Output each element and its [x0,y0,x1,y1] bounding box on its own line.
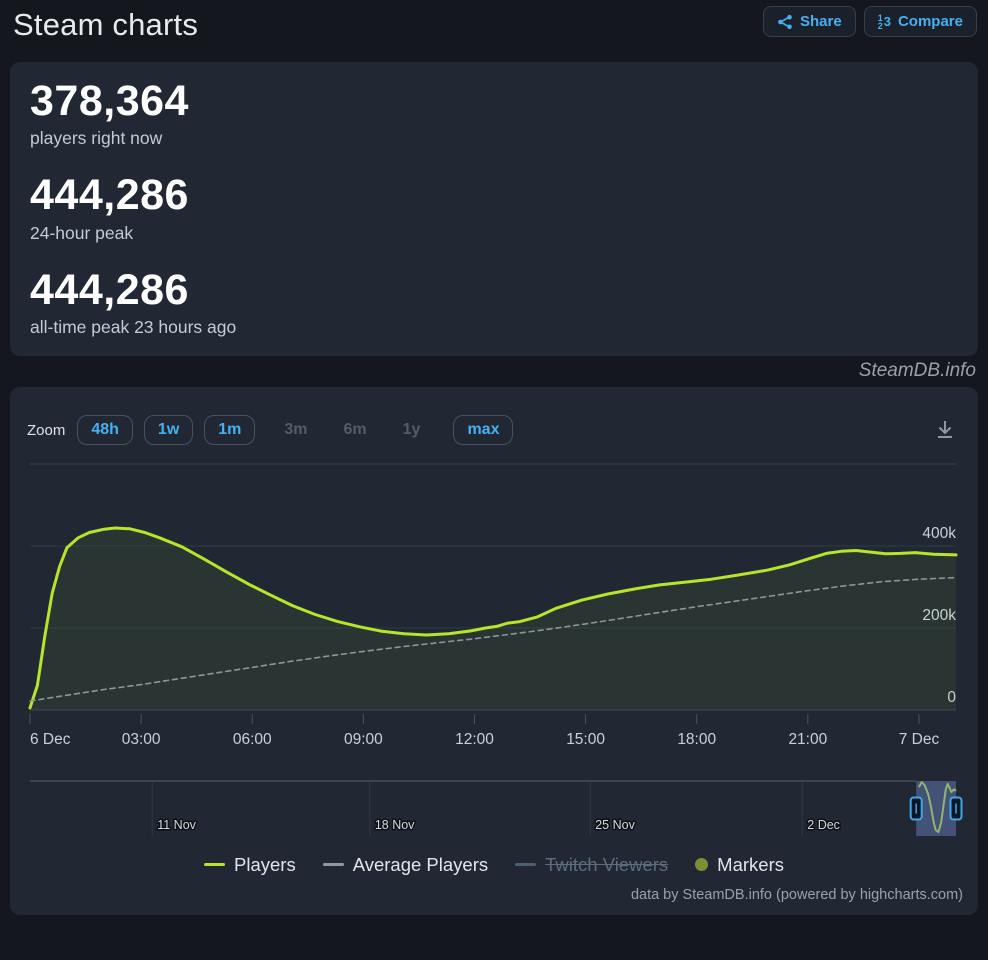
header-actions: Share 1 2 3 Compare [763,6,977,37]
legend-item-average-players[interactable]: Average Players [322,853,489,876]
navigator-axis-label: 18 Nov [375,818,415,832]
legend-twitch-viewers-label: Twitch Viewers [545,853,669,875]
24h-peak-value: 444,286 [30,171,189,220]
navigator-axis-label: 25 Nov [595,818,635,832]
range-button-1w[interactable]: 1w [143,415,194,446]
24h-peak-label: 24-hour peak [30,222,134,243]
page-header: Steam charts Share 1 2 3 [0,0,988,62]
compare-button-label: Compare [897,13,963,30]
y-axis-label: 400k [922,525,956,542]
legend-average-players-label: Average Players [352,853,489,875]
compare-icon: 1 2 3 [877,12,891,31]
legend-players-label: Players [234,853,296,875]
page-title: Steam charts [13,7,199,42]
range-button-max[interactable]: max [453,415,514,446]
alltime-peak-label: all-time peak 23 hours ago [30,316,237,337]
navigator-axis-label: 11 Nov [157,818,196,832]
stat-current-players: 378,364 players right now [30,77,958,149]
chart-credit: data by SteamDB.info (powered by highcha… [630,886,963,903]
x-axis-label: 21:00 [788,731,827,748]
zoom-label: Zoom [27,421,66,439]
range-button-6m: 6m [333,415,378,445]
x-axis-label: 03:00 [122,731,161,748]
chart-toolbar: Zoom 48h 1w 1m 3m 6m 1y max [10,387,978,449]
steam-charts-page: Steam charts Share 1 2 3 [0,0,988,915]
range-button-1m[interactable]: 1m [204,415,256,446]
stat-24h-peak: 444,286 24-hour peak [30,171,958,243]
y-axis-label: 200k [922,607,956,624]
current-players-label: players right now [30,128,163,149]
x-axis-label: 09:00 [344,731,383,748]
players-area [30,527,956,710]
range-button-1y: 1y [392,415,432,445]
y-axis-label: 0 [947,689,956,706]
steamdb-watermark: SteamDB.info [858,360,976,382]
markers-swatch [695,858,709,872]
x-axis-label: 6 Dec [30,731,71,748]
range-button-48h[interactable]: 48h [77,415,133,446]
legend-item-players[interactable]: Players [204,854,296,876]
average-players-swatch [322,863,344,867]
x-axis-label: 12:00 [455,731,494,748]
x-axis-label: 15:00 [566,731,605,748]
legend-item-markers[interactable]: Markers [695,854,784,876]
watermark-row: SteamDB.info [0,356,988,387]
share-button[interactable]: Share [763,6,856,37]
navigator-series-line [918,780,957,833]
navigator-selection[interactable] [916,780,956,836]
legend-item-twitch-viewers[interactable]: Twitch Viewers [515,854,668,876]
download-button[interactable] [929,413,961,448]
compare-button[interactable]: 1 2 3 Compare [863,6,977,37]
chart-panel: Zoom 48h 1w 1m 3m 6m 1y max 0 200k 400k 6 D… [10,386,978,915]
legend-markers-label: Markers [717,853,784,875]
players-swatch [204,863,226,867]
player-chart[interactable]: 0 200k 400k 6 Dec 03:00 06:00 09:00 12:00 15:00 1… [10,449,978,841]
range-button-3m: 3m [273,415,318,445]
x-axis-label: 7 Dec [899,731,940,748]
stats-panel: 378,364 players right now 444,286 24-hou… [10,62,978,356]
current-players-value: 378,364 [30,77,189,125]
share-icon [778,14,792,29]
stat-alltime-peak: 444,286 all-time peak 23 hours ago [30,265,958,338]
alltime-peak-value: 444,286 [30,265,189,314]
navigator-axis-label: 2 Dec [807,818,840,832]
x-axis-label: 18:00 [677,731,716,748]
download-icon [938,420,952,438]
x-axis-label: 06:00 [233,731,272,748]
players-line [28,526,958,710]
average-players-line [29,576,957,702]
share-button-label: Share [800,13,842,30]
twitch-viewers-swatch [515,863,537,867]
chart-legend: Players Average Players Twitch Viewers M… [10,849,978,881]
